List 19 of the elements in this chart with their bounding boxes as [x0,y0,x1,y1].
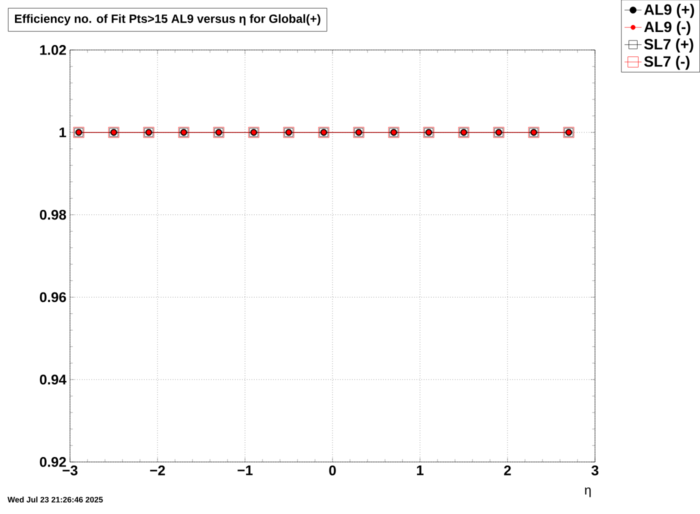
x-tick-label: 1 [417,466,424,476]
x-tick-label: 3 [591,465,598,476]
legend-label: AL9 (+) [644,4,694,18]
y-tick-label: 0.94 [40,374,66,385]
y-tick-label: 0.96 [40,292,66,302]
y-tick-label: 1 [60,128,66,138]
x-tick-label: −1 [238,466,253,476]
y-tick-label: 0.98 [40,210,66,220]
x-tick-label: −3 [62,465,78,476]
legend-label: AL9 (-) [644,21,690,36]
x-tick-label: 0 [329,465,336,476]
x-axis-title: η [584,488,591,498]
legend-label: SL7 (+) [644,38,694,52]
legend-label: SL7 (-) [644,56,690,70]
y-tick-label: 1.02 [40,45,66,55]
chart-title: Efficiency no. of Fit Pts>15 AL9 versus η for Global(+) [15,14,320,26]
y-tick-label: 0.92 [40,457,66,467]
x-tick-label: 2 [504,465,511,476]
x-tick-label: −2 [150,465,165,476]
